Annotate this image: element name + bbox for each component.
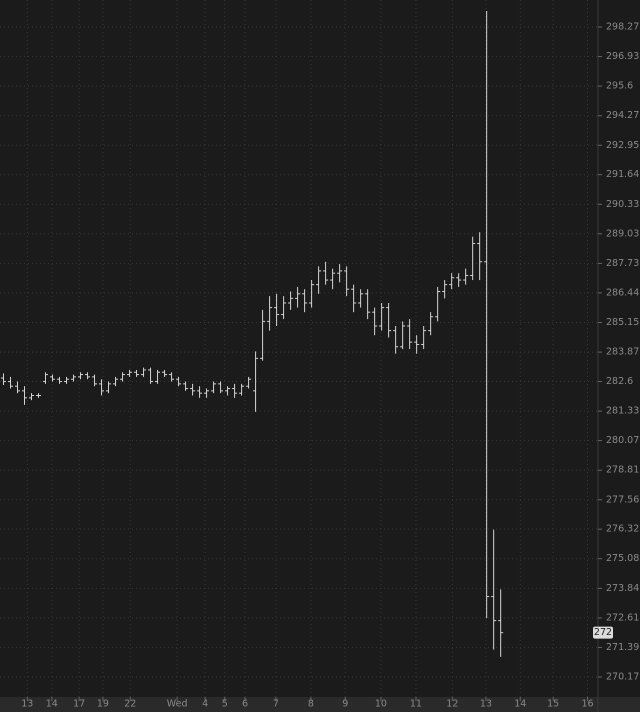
x-tick-label: 10 xyxy=(375,699,387,710)
last-price-box xyxy=(593,626,613,639)
x-axis-bar xyxy=(0,697,640,712)
y-tick-label: 289.03 xyxy=(606,228,639,239)
x-tick-label: 12 xyxy=(446,699,458,710)
y-tick-label: 282.6 xyxy=(606,376,633,387)
x-tick-label: 6 xyxy=(242,699,248,710)
y-tick-label: 278.81 xyxy=(606,465,639,476)
x-tick-label: 4 xyxy=(202,699,208,710)
x-tick-label: Wed xyxy=(167,699,188,710)
x-tick-label: 13 xyxy=(21,699,33,710)
x-tick-label: 14 xyxy=(46,699,58,710)
y-tick-label: 298.27 xyxy=(606,22,639,33)
y-tick-label: 285.15 xyxy=(606,317,639,328)
y-tick-label: 296.93 xyxy=(606,51,639,62)
x-tick-label: 7 xyxy=(273,699,279,710)
y-tick-label: 270.17 xyxy=(606,672,639,683)
y-tick-label: 272.61 xyxy=(606,612,639,623)
y-tick-label: 290.33 xyxy=(606,199,639,210)
x-tick-label: 19 xyxy=(97,699,109,710)
last-price-label: 272 xyxy=(594,627,612,638)
y-tick-label: 277.56 xyxy=(606,494,639,505)
y-tick-label: 283.87 xyxy=(606,347,639,358)
y-tick-label: 276.32 xyxy=(606,524,639,535)
y-tick-label: 271.39 xyxy=(606,642,639,653)
y-tick-label: 273.84 xyxy=(606,583,639,594)
x-tick-label: 14 xyxy=(514,699,526,710)
y-tick-label: 275.08 xyxy=(606,553,639,564)
y-tick-label: 281.33 xyxy=(606,406,639,417)
y-tick-label: 295.6 xyxy=(606,81,633,92)
y-tick-label: 280.07 xyxy=(606,435,639,446)
x-tick-label: 8 xyxy=(308,699,314,710)
x-tick-label: 9 xyxy=(342,699,348,710)
x-tick-label: 16 xyxy=(581,699,593,710)
y-tick-label: 291.64 xyxy=(606,169,639,180)
x-tick-label: 13 xyxy=(480,699,492,710)
y-tick-label: 294.27 xyxy=(606,110,639,121)
y-tick-label: 292.95 xyxy=(606,140,639,151)
x-tick-label: 5 xyxy=(222,699,228,710)
x-tick-label: 15 xyxy=(547,699,559,710)
x-tick-label: 11 xyxy=(410,699,422,710)
x-tick-label: 22 xyxy=(124,699,136,710)
y-tick-label: 287.73 xyxy=(606,258,639,269)
x-tick-label: 17 xyxy=(73,699,85,710)
y-tick-label: 286.44 xyxy=(606,287,639,298)
